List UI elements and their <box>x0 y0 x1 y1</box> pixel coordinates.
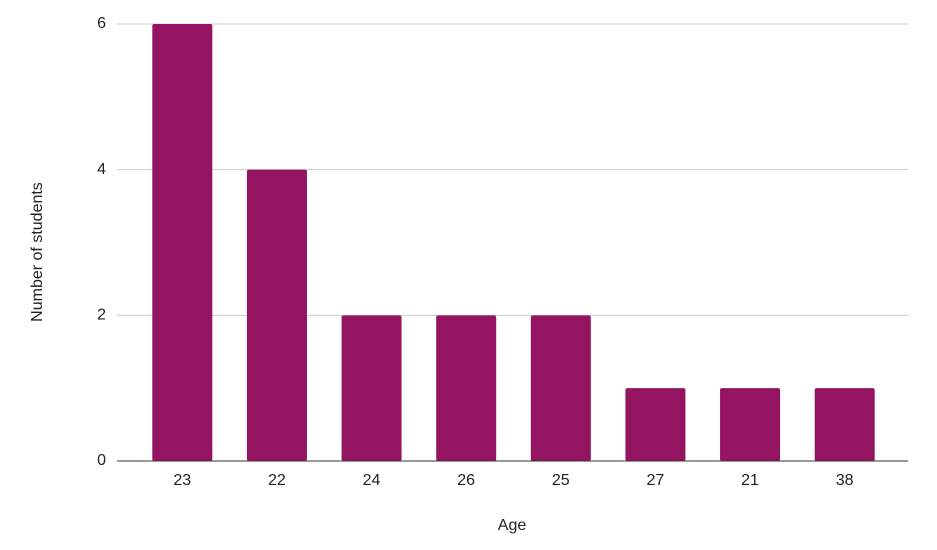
y-tick-label: 6 <box>97 15 106 32</box>
x-tick-label: 38 <box>836 472 854 489</box>
y-axis-label: Number of students <box>29 182 46 322</box>
x-tick-label: 25 <box>552 472 570 489</box>
x-tick-label: 26 <box>457 472 475 489</box>
x-tick-label: 23 <box>173 472 191 489</box>
bar <box>530 315 591 461</box>
bar <box>720 388 781 461</box>
bar <box>436 315 497 461</box>
x-tick-label: 24 <box>363 472 381 489</box>
bar <box>625 388 686 461</box>
x-tick-label: 21 <box>741 472 759 489</box>
x-tick-label: 27 <box>647 472 665 489</box>
y-tick-label: 0 <box>97 452 106 469</box>
bar <box>246 169 307 461</box>
bar <box>814 388 875 461</box>
bar <box>341 315 402 461</box>
x-tick-label: 22 <box>268 472 286 489</box>
bar <box>152 24 213 461</box>
y-tick-label: 4 <box>97 161 106 178</box>
x-axis-label: Age <box>498 517 527 534</box>
y-tick-label: 2 <box>97 307 106 324</box>
